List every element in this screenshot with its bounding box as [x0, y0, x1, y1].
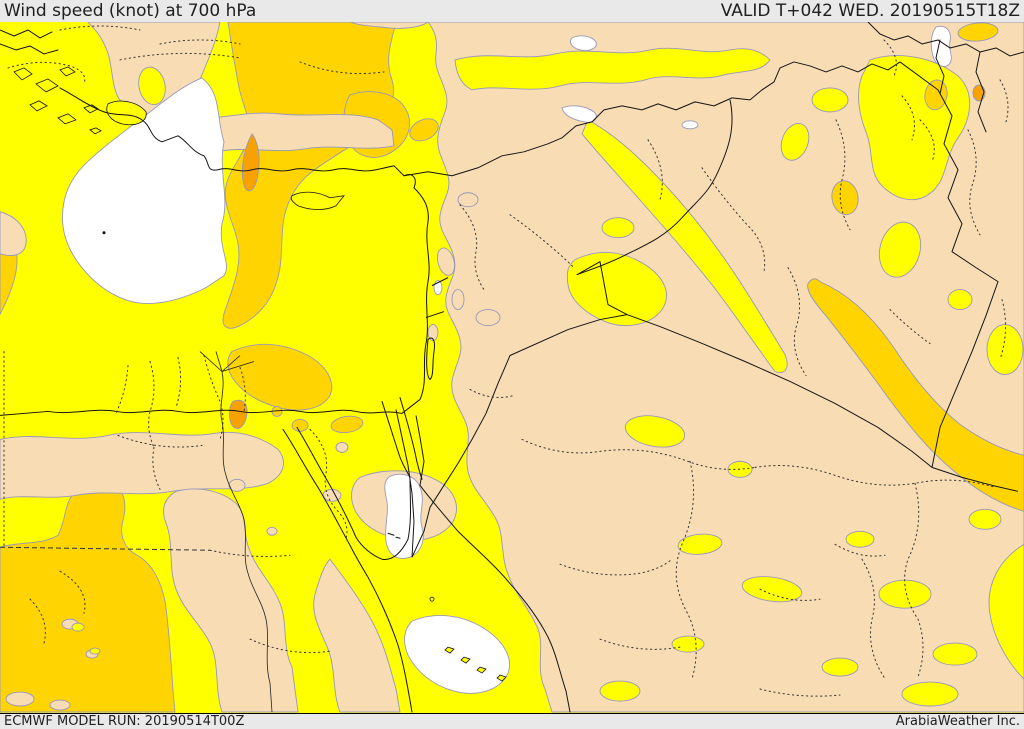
page-title: Wind speed (knot) at 700 hPa: [4, 1, 257, 21]
model-run-label: ECMWF MODEL RUN: 20190514T00Z: [4, 714, 245, 729]
wind-band-gold-over: [71, 22, 1024, 655]
country-borders: [395, 61, 1019, 558]
wind-band-tan: [0, 22, 1024, 713]
weather-map: [0, 22, 1024, 713]
wind-band-orange: [228, 84, 986, 429]
footer-bar: ECMWF MODEL RUN: 20190514T00Z ArabiaWeat…: [0, 713, 1024, 729]
nile-river: [199, 351, 273, 713]
admin-boundaries: [0, 25, 1009, 697]
attribution-label: ArabiaWeather Inc.: [895, 714, 1020, 729]
wind-speed-map-canvas: [0, 22, 1024, 713]
coastlines: [0, 22, 1024, 713]
header-bar: Wind speed (knot) at 700 hPa VALID T+042…: [0, 0, 1024, 22]
valid-time-label: VALID T+042 WED. 20190515T18Z: [720, 1, 1020, 21]
